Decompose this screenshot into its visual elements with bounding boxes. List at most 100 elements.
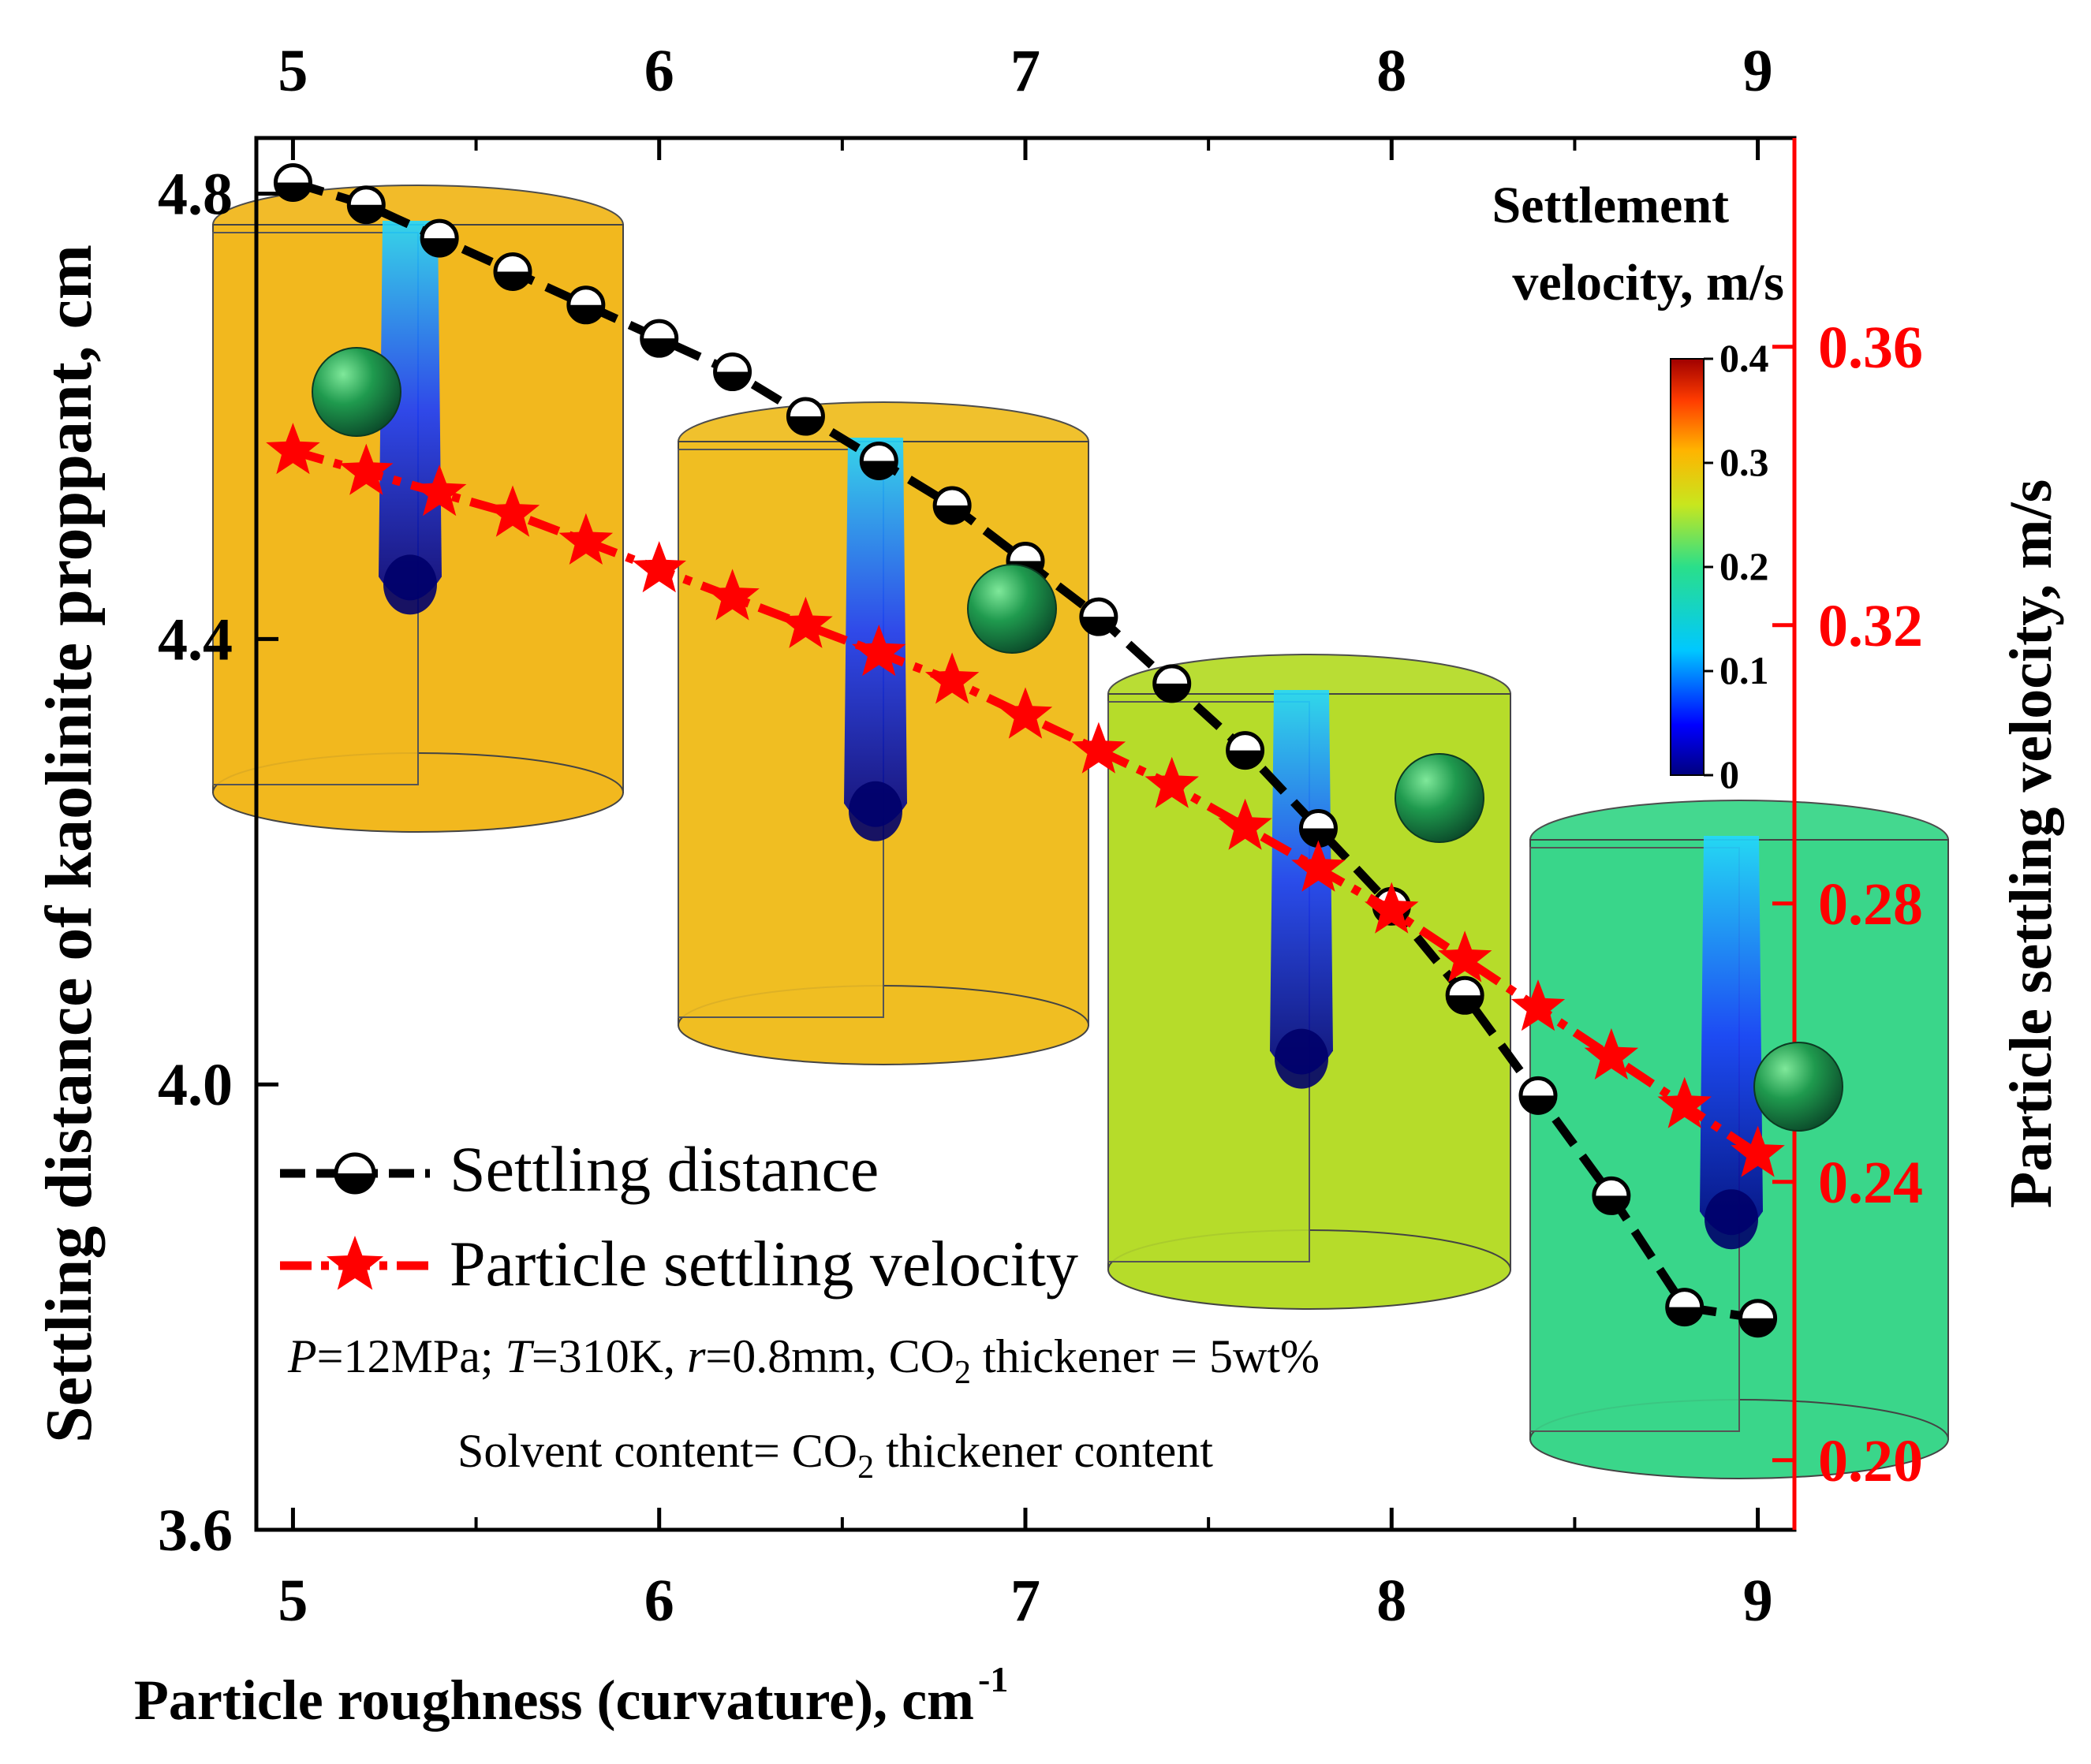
distance-point	[1738, 1299, 1778, 1338]
velocity-point	[852, 625, 906, 677]
marker-half	[275, 182, 311, 200]
particle-shadow	[1275, 1028, 1328, 1089]
marker-half	[715, 371, 750, 390]
marker-half	[935, 505, 970, 523]
distance-point	[713, 352, 752, 392]
proppant-sphere	[312, 347, 401, 437]
y-right-tick-label: 0.28	[1818, 871, 1923, 938]
conditions-annotation: P=12MPa; T=310K, r=0.8mm, CO2 thickener …	[287, 1330, 1320, 1391]
y-right-tick-label: 0.24	[1818, 1150, 1923, 1216]
distance-point	[1592, 1176, 1631, 1215]
y-right-axis-title: Particle settling velocity, m/s	[1998, 479, 2064, 1208]
axis-ticks: 55667788993.64.04.44.80.200.240.280.320.…	[158, 38, 1923, 1634]
distance-point	[859, 441, 898, 480]
y-right-tick-label: 0.20	[1818, 1428, 1923, 1494]
legend-entry-settling-velocity: Particle settling velocity	[280, 1228, 1078, 1300]
velocity-point	[1731, 1125, 1785, 1177]
y-left-axis-title: Settling distance of kaolinite proppant,…	[32, 244, 106, 1443]
x-tick-label-top: 6	[644, 38, 674, 104]
x-tick-label-top: 8	[1376, 38, 1406, 104]
colorbar: Settlement velocity, m/s 0 0.1 0.2 0.3 0.4	[1492, 177, 1784, 796]
colorbar-tick-label: 0.2	[1719, 544, 1769, 588]
x-tick-label-top: 7	[1010, 38, 1040, 104]
x-tick-label-bottom: 6	[644, 1568, 674, 1634]
marker-half	[568, 304, 603, 323]
colorbar-title-line1: Settlement	[1492, 177, 1729, 234]
legend-label-settling-velocity: Particle settling velocity	[450, 1228, 1078, 1300]
legend: Settling distance Particle settling velo…	[280, 1133, 1078, 1300]
x-tick-label-bottom: 5	[278, 1568, 308, 1634]
legend-marker-star	[326, 1236, 384, 1290]
legend-marker-settling-distance	[334, 1152, 376, 1195]
velocity-point	[1437, 930, 1492, 983]
proppant-sphere	[967, 564, 1057, 654]
x-tick-label-bottom: 7	[1010, 1568, 1040, 1634]
colorbar-title-line2: velocity, m/s	[1512, 254, 1784, 311]
distance-point	[420, 218, 459, 258]
cylinder-inset	[678, 401, 1089, 1065]
proppant-sphere	[1395, 753, 1484, 843]
velocity-point	[924, 652, 980, 704]
marker-half	[1081, 617, 1116, 635]
velocity-point	[1365, 882, 1419, 934]
marker-half	[349, 204, 384, 222]
distance-point	[1518, 1076, 1558, 1115]
velocity-point	[705, 569, 760, 621]
marker-half	[1667, 1307, 1702, 1325]
legend-marker-circle	[334, 1152, 376, 1195]
distance-point	[1445, 975, 1484, 1015]
distance-point	[1079, 597, 1118, 636]
colorbar-tick-label: 0.3	[1719, 440, 1769, 484]
y-right-tick-label: 0.32	[1818, 593, 1923, 659]
y-left-tick-label: 4.0	[158, 1052, 233, 1118]
velocity-point	[339, 443, 394, 495]
x-tick-label-top: 5	[278, 38, 308, 104]
marker-half	[1521, 1095, 1555, 1113]
velocity-point	[412, 464, 467, 517]
proppant-spheres	[312, 347, 1843, 1132]
cylinder-inset	[212, 185, 624, 833]
velocity-wake	[1700, 836, 1763, 1236]
velocity-point	[1657, 1076, 1712, 1128]
proppant-sphere	[1753, 1042, 1843, 1132]
distance-point	[1226, 731, 1265, 770]
y-right-tick-label: 0.36	[1818, 315, 1923, 381]
solvent-annotation: Solvent content= CO2 thickener content	[457, 1425, 1213, 1486]
velocity-point	[558, 513, 614, 565]
velocity-point	[998, 687, 1053, 739]
particle-shadow	[849, 781, 902, 841]
cylinder-inset	[1529, 800, 1949, 1479]
velocity-point	[485, 485, 540, 537]
velocity-point	[1144, 756, 1199, 808]
velocity-point	[1291, 840, 1346, 892]
velocity-point	[266, 423, 320, 475]
legend-label-settling-distance: Settling distance	[450, 1133, 879, 1205]
marker-half	[861, 461, 897, 479]
marker-half	[422, 238, 457, 256]
marker-half	[1593, 1195, 1629, 1214]
x-tick-label-bottom: 8	[1376, 1568, 1406, 1634]
velocity-point	[632, 541, 686, 593]
series-line-settling-velocity	[291, 446, 1761, 1158]
x-axis-title-superscript: -1	[978, 1659, 1008, 1699]
x-axis-title: Particle roughness (curvature), cm	[134, 1669, 974, 1732]
y-left-tick-label: 4.8	[158, 162, 233, 228]
marker-half	[1227, 750, 1263, 768]
distance-point	[346, 185, 386, 225]
cylinder-insets	[212, 185, 1949, 1479]
distance-point	[1665, 1288, 1705, 1327]
marker-half	[495, 271, 530, 289]
distance-point	[1152, 664, 1192, 703]
distance-point	[932, 486, 972, 525]
colorbar-tick-label: 0.4	[1719, 336, 1769, 380]
distance-point	[273, 162, 312, 202]
distance-point	[640, 319, 679, 358]
velocity-point	[1584, 1027, 1639, 1080]
legend-entry-settling-distance: Settling distance	[280, 1133, 879, 1205]
colorbar-tick-label: 0.1	[1719, 648, 1769, 692]
particle-shadow	[383, 554, 437, 615]
distance-point	[566, 285, 606, 325]
marker-half	[1154, 683, 1189, 701]
velocity-wake	[844, 438, 907, 827]
